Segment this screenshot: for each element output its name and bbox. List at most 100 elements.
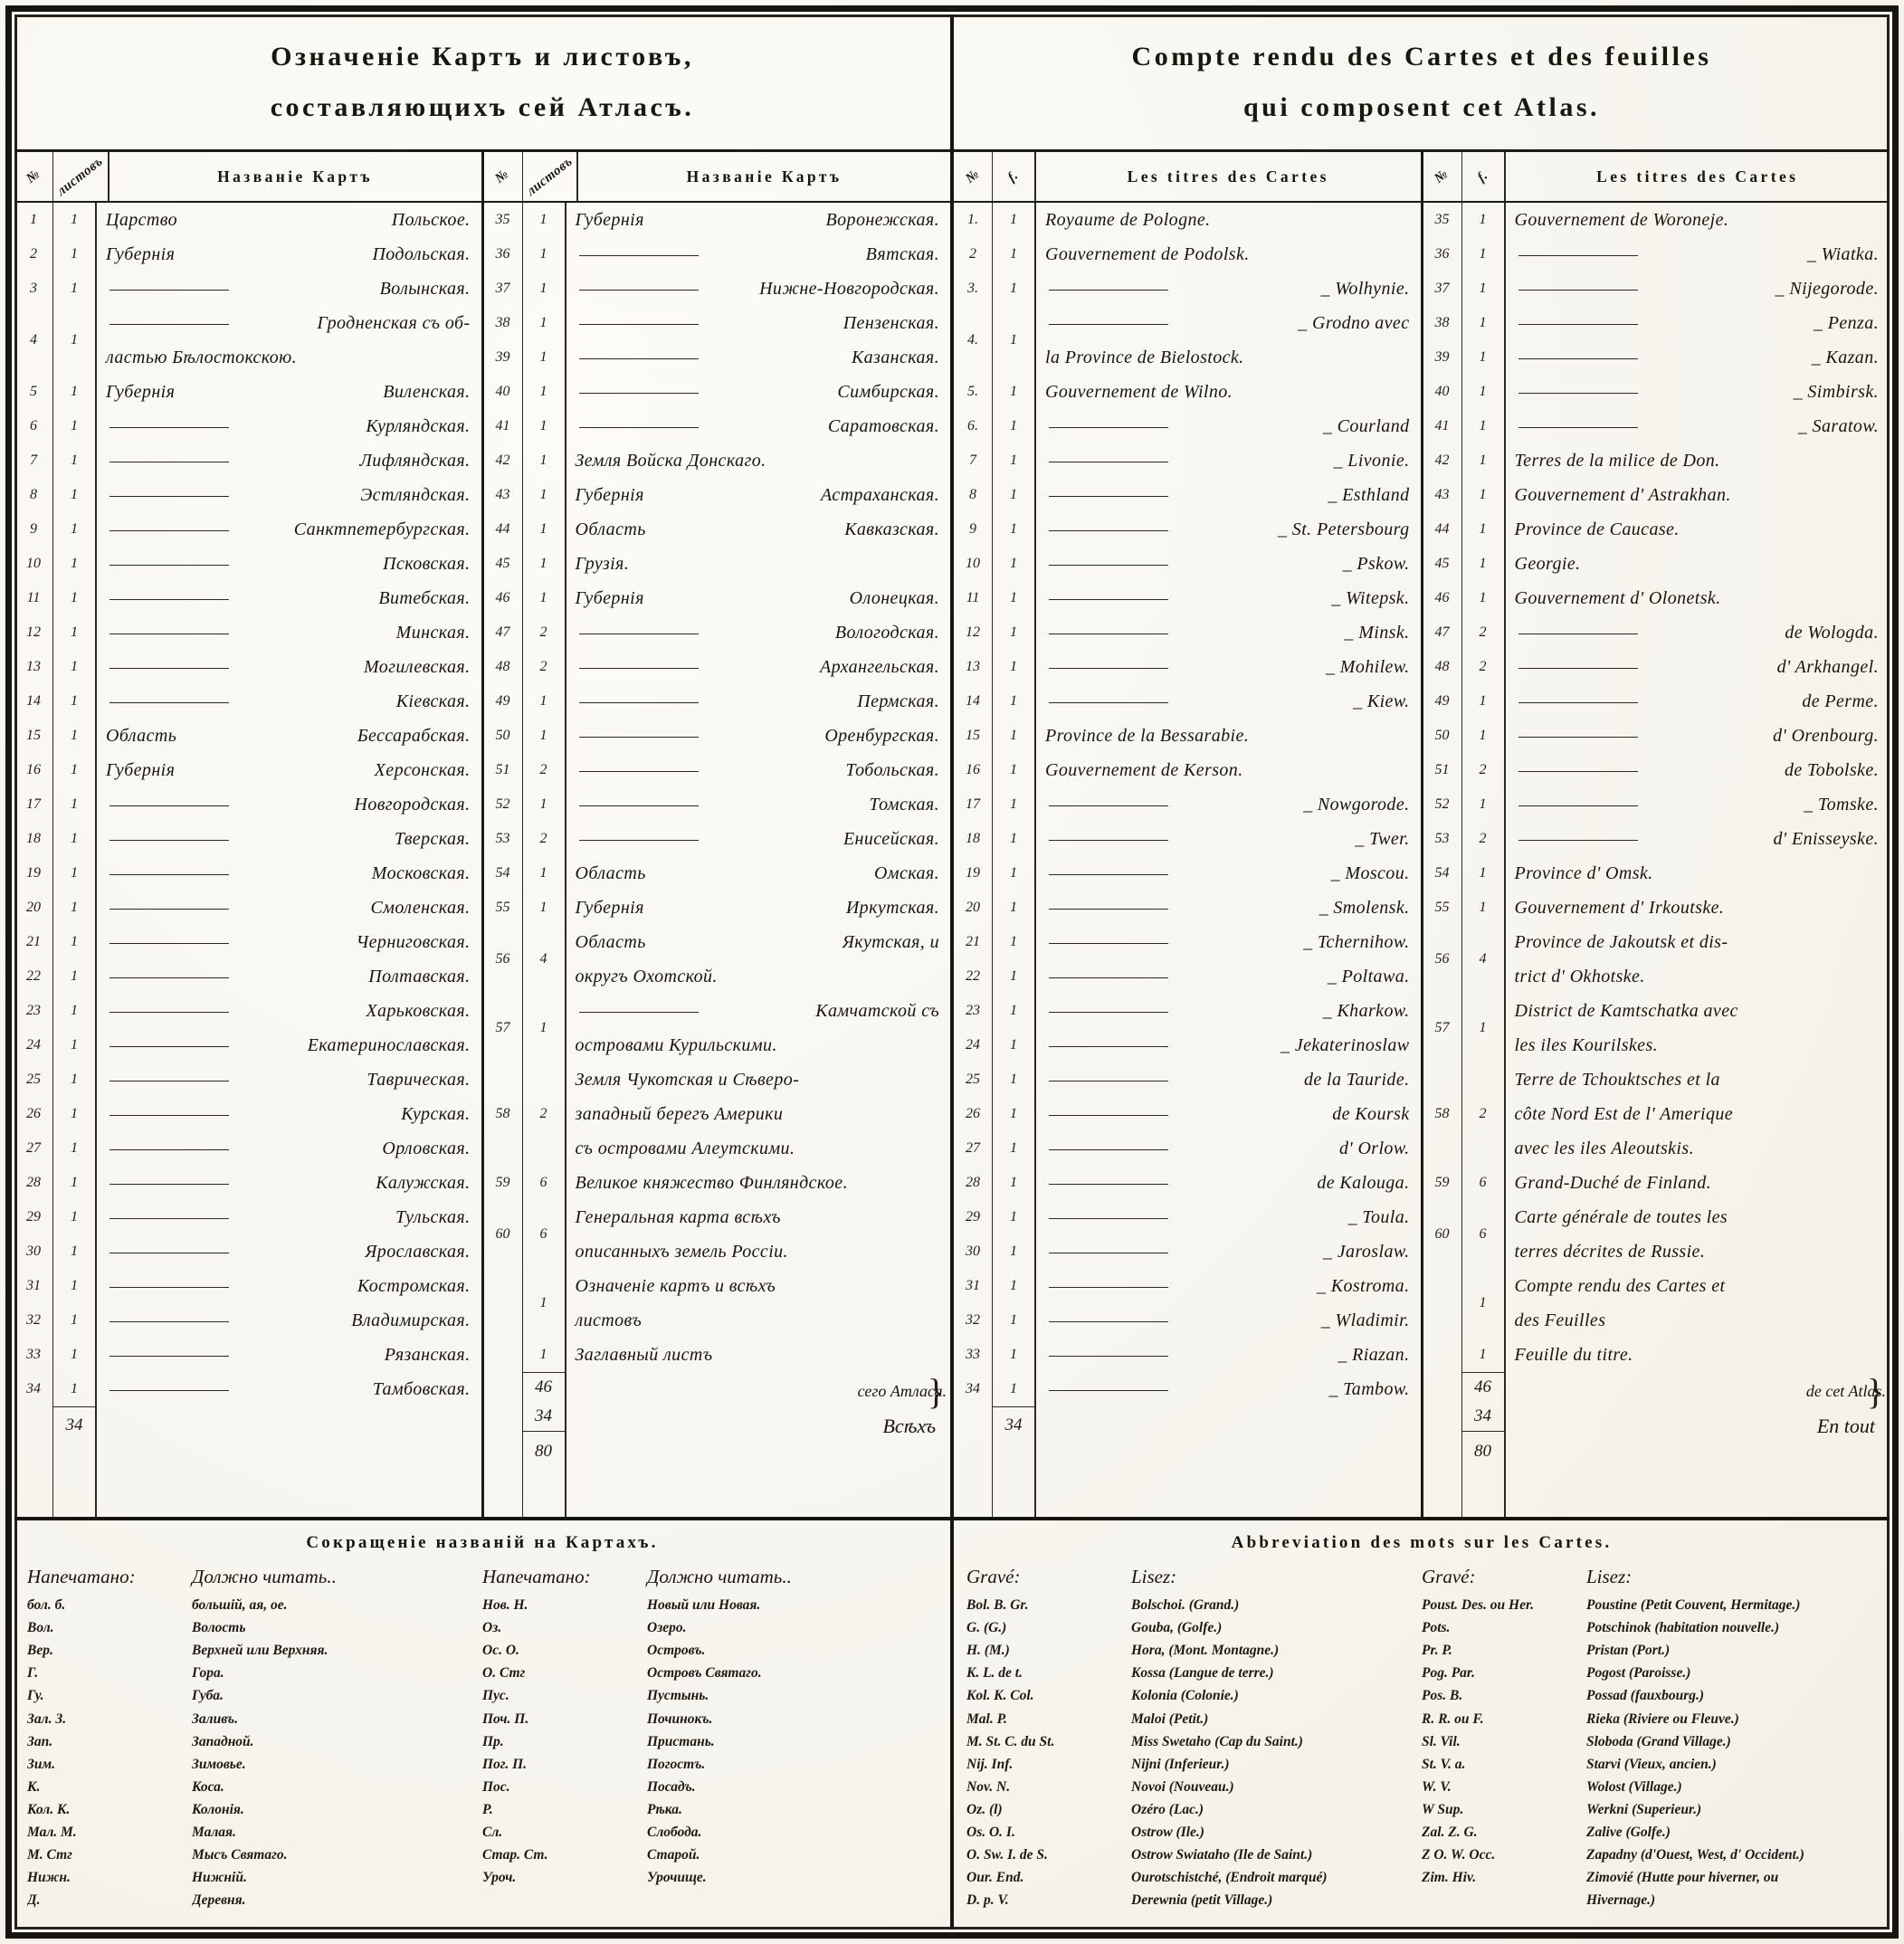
row-number-cell: 30 [966, 1244, 980, 1259]
ditto-rule-icon [1518, 805, 1638, 806]
map-title-line: Кіевская. [97, 684, 481, 719]
row-sheets-cell: 1 [1010, 487, 1017, 502]
row-sheets-cell: 1 [71, 1175, 78, 1190]
map-title-tail: Оренбургская. [824, 725, 939, 746]
ditto-rule-icon [1049, 1389, 1168, 1391]
table-row: Ярославская. [97, 1234, 481, 1269]
row-sheets-cell: 1 [1010, 659, 1017, 674]
map-title-line: de Wologda. [1506, 615, 1890, 650]
ditto-rule-icon [1518, 254, 1638, 256]
table-row: Томская. [566, 787, 951, 822]
row-number-cell: 44 [495, 521, 510, 537]
abbreviation-row: Nov. N. Novoi (Nouveau.) [966, 1776, 1414, 1798]
ditto-rule-icon [1049, 873, 1168, 875]
table-row: Рязанская. [97, 1338, 481, 1372]
map-title-line: Ярославская. [97, 1234, 481, 1269]
row-sheets-cell: 1 [71, 1037, 78, 1053]
map-title-line: Царство Польское. [97, 203, 481, 237]
map-title-line: _ Kiew. [1036, 684, 1421, 719]
russian-abbr-list-1: бол. б. большій, ая, ое. Вол. Волость Вер. Ве… [27, 1594, 475, 1912]
abbreviation-value: Rieka (Riviere ou Fleuve.) [1586, 1711, 1739, 1727]
table-row: Вологодская. [566, 615, 951, 650]
sheet-grand-total: 80 [522, 1431, 565, 1472]
row-number-cell: 59 [1434, 1175, 1450, 1190]
table-row: Таврическая. [97, 1063, 481, 1097]
grand-total-label: En tout [1816, 1415, 1875, 1437]
row-number-cell: 34 [966, 1381, 980, 1396]
abbreviation-row: St. V. a. Starvi (Vieux, ancien.) [1422, 1753, 1870, 1776]
map-title-line: Губернія Астраханская. [566, 478, 951, 512]
header-sheets-cell: f. [1462, 152, 1506, 201]
row-sheets-cell: 1 [539, 1020, 547, 1035]
ditto-rule-icon [578, 839, 699, 841]
map-title-lead: Carte générale de toutes les [1514, 1206, 1728, 1227]
map-title-tail: _ Kiew. [1353, 691, 1410, 711]
row-number-cell: 7 [969, 453, 976, 468]
header-name-cell: Названіе Картъ [217, 167, 373, 186]
russian-abbreviation-columns: Напечатано: Должно читать.. бол. б. больш… [14, 1566, 950, 1930]
row-number-cell: 28 [966, 1175, 980, 1190]
row-sheets-cell: 1 [1010, 728, 1017, 743]
row-number-cell: 25 [26, 1072, 41, 1087]
abbreviation-key: Oz. (l) [966, 1801, 1003, 1817]
abbreviation-row: Сл. Слобода. [482, 1821, 930, 1844]
row-number-cell: 38 [1434, 315, 1450, 330]
abbreviation-value: Островъ. [647, 1643, 706, 1659]
table-row: de Tobolske. [1506, 753, 1890, 787]
row-number-cell: 16 [26, 762, 41, 777]
map-title-line: _ Toula. [1036, 1200, 1421, 1234]
map-title-tail: Минская. [395, 622, 471, 643]
ditto-rule-icon [578, 254, 699, 256]
map-title-line: Province de Jakoutsk et dis- [1506, 925, 1890, 959]
abbreviation-value: Ostrow Swiataho (Ile de Saint.) [1131, 1847, 1313, 1863]
abbreviation-value: Озеро. [647, 1620, 687, 1636]
map-title-continuation: округъ Охотской. [575, 966, 718, 986]
abbreviation-key: Р. [482, 1801, 493, 1817]
row-sheets-cell: 1 [71, 728, 78, 743]
table-row: _ Courland [1036, 409, 1421, 443]
row-sheets-cell: 1 [539, 590, 547, 605]
row-sheets-cell: 1 [1010, 865, 1017, 881]
row-sheets-cell: 1 [1010, 1037, 1017, 1053]
ditto-rule-icon [1049, 495, 1168, 497]
map-title-tail: d' Arkhangel. [1776, 656, 1879, 677]
table-row: Новгородская. [97, 787, 481, 822]
table-row: _ Toula. [1036, 1200, 1421, 1234]
row-sheets-cell: 1 [1010, 968, 1017, 984]
ditto-rule-icon [109, 701, 229, 703]
table-row: Черниговская. [97, 925, 481, 959]
table-row: Тверская. [97, 822, 481, 856]
row-number-cell: 53 [1434, 831, 1450, 846]
map-title-line: Владимирская. [97, 1303, 481, 1338]
row-sheets-cell: 2 [539, 624, 547, 640]
map-title-tail: Казанская. [851, 347, 939, 367]
map-title-line: Губернія Олонецкая. [566, 581, 951, 615]
table-row: Кіевская. [97, 684, 481, 719]
header-number-cell: № [484, 152, 523, 201]
row-sheets-cell: 1 [1010, 831, 1017, 846]
ditto-rule-icon [109, 1355, 229, 1357]
table-row: Gouvernement de Podolsk. [1036, 237, 1421, 272]
map-title-tail: Олонецкая. [849, 587, 939, 608]
map-title-line: Область Бессарабская. [97, 719, 481, 753]
row-sheets-cell: 1 [1479, 315, 1487, 330]
map-title-lead: Terres de la milice de Don. [1514, 450, 1720, 471]
map-title-line: Витебская. [97, 581, 481, 615]
abbr-read-label: Должно читать.. [647, 1566, 792, 1587]
row-number-cell [1423, 1338, 1461, 1372]
map-title-lead: Gouvernement de Kerson. [1045, 759, 1243, 780]
ditto-rule-icon [1049, 1114, 1168, 1116]
ditto-rule-icon [578, 770, 699, 772]
abbreviation-row: Зим. Зимовье. [27, 1753, 475, 1776]
table-row: Губернія Олонецкая. [566, 581, 951, 615]
ditto-rule-icon [109, 1320, 229, 1322]
abbreviation-key: Ос. О. [482, 1643, 519, 1659]
map-title-line: Пензенская. [566, 306, 951, 340]
abbreviation-row: Zal. Z. G. Zalive (Golfe.) [1422, 1821, 1870, 1844]
row-number-cell: 26 [26, 1106, 41, 1121]
map-title-lead: Grand-Duché de Finland. [1514, 1172, 1711, 1193]
map-title-line: Terre de Tchouktsches et la [1506, 1063, 1890, 1097]
abbreviation-row: W Sup. Werkni (Superieur.) [1422, 1798, 1870, 1821]
map-title-line: Gouvernement d' Astrakhan. [1506, 478, 1890, 512]
